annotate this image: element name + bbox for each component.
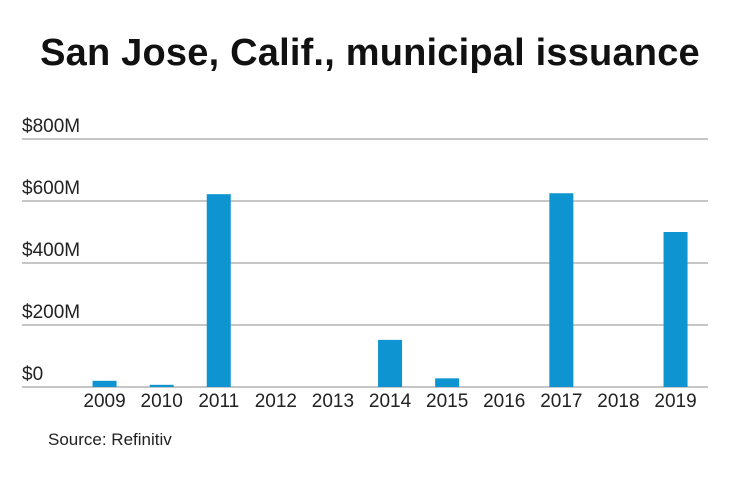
bar-2009 — [92, 380, 117, 387]
x-tick-label: 2011 — [198, 391, 239, 412]
chart-title: San Jose, Calif., municipal issuance — [40, 32, 700, 74]
bar-2014 — [378, 339, 403, 387]
y-tick-label: $800M — [22, 116, 80, 137]
y-tick-label: $400M — [22, 240, 80, 261]
x-tick-label: 2009 — [83, 391, 125, 412]
x-tick-label: 2015 — [426, 391, 468, 412]
grid-lines — [22, 138, 708, 388]
x-tick-label: 2017 — [540, 391, 582, 412]
x-tick-label: 2010 — [141, 391, 183, 412]
x-axis-ticks: 2009 2010 2011 2012 2013 2014 2015 2016 2017 2018… — [83, 391, 696, 412]
bar-2010 — [149, 384, 174, 387]
bar-2011 — [206, 194, 231, 387]
x-tick-label: 2019 — [654, 391, 696, 412]
bar-2017 — [549, 193, 574, 387]
bar-2015 — [435, 378, 460, 387]
x-tick-label: 2016 — [483, 391, 525, 412]
bar-2019 — [663, 232, 688, 387]
x-tick-label: 2018 — [597, 391, 639, 412]
y-axis-ticks: $0 $200M $400M $600M $800M — [22, 116, 80, 385]
x-tick-label: 2014 — [369, 391, 412, 412]
source-note: Source: Refinitiv — [48, 430, 172, 449]
y-tick-label: $600M — [22, 178, 80, 199]
x-tick-label: 2012 — [255, 391, 297, 412]
y-tick-label: $0 — [22, 364, 43, 385]
bars — [92, 193, 688, 387]
y-tick-label: $200M — [22, 302, 80, 323]
x-tick-label: 2013 — [312, 391, 354, 412]
